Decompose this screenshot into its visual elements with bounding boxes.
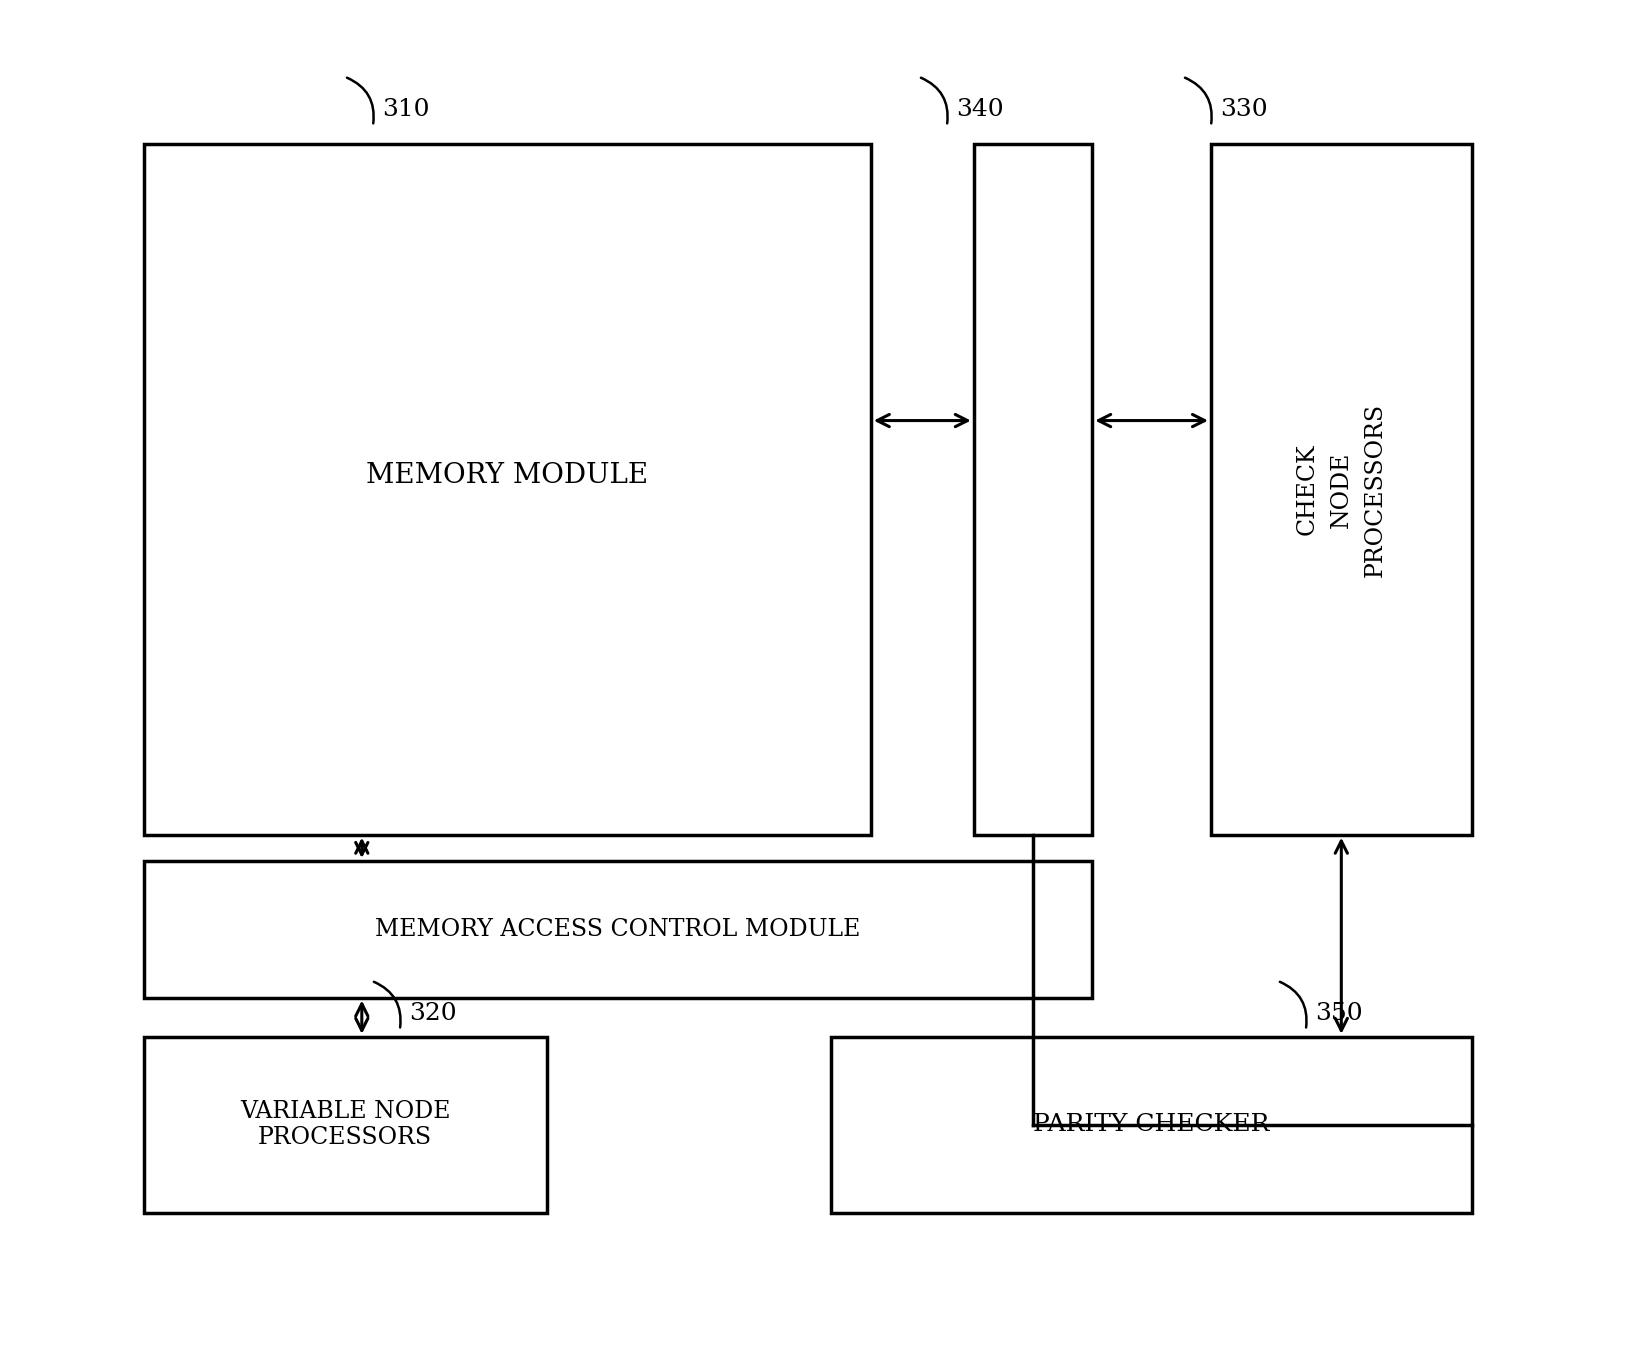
Text: 330: 330 <box>1220 98 1268 121</box>
Bar <box>143 860 1092 997</box>
Text: 350: 350 <box>1316 1001 1362 1025</box>
Bar <box>1211 144 1472 835</box>
Bar <box>832 1037 1472 1213</box>
Text: 320: 320 <box>408 1001 456 1025</box>
Text: 310: 310 <box>382 98 430 121</box>
Text: MEMORY MODULE: MEMORY MODULE <box>366 463 649 490</box>
Bar <box>973 144 1092 835</box>
Bar <box>143 1037 547 1213</box>
Text: CHECK
NODE
PROCESSORS: CHECK NODE PROCESSORS <box>1296 403 1387 577</box>
Text: 340: 340 <box>957 98 1005 121</box>
Bar <box>143 144 871 835</box>
Text: MEMORY ACCESS CONTROL MODULE: MEMORY ACCESS CONTROL MODULE <box>376 917 861 940</box>
Text: PARITY CHECKER: PARITY CHECKER <box>1033 1113 1270 1136</box>
Text: VARIABLE NODE
PROCESSORS: VARIABLE NODE PROCESSORS <box>240 1101 451 1149</box>
